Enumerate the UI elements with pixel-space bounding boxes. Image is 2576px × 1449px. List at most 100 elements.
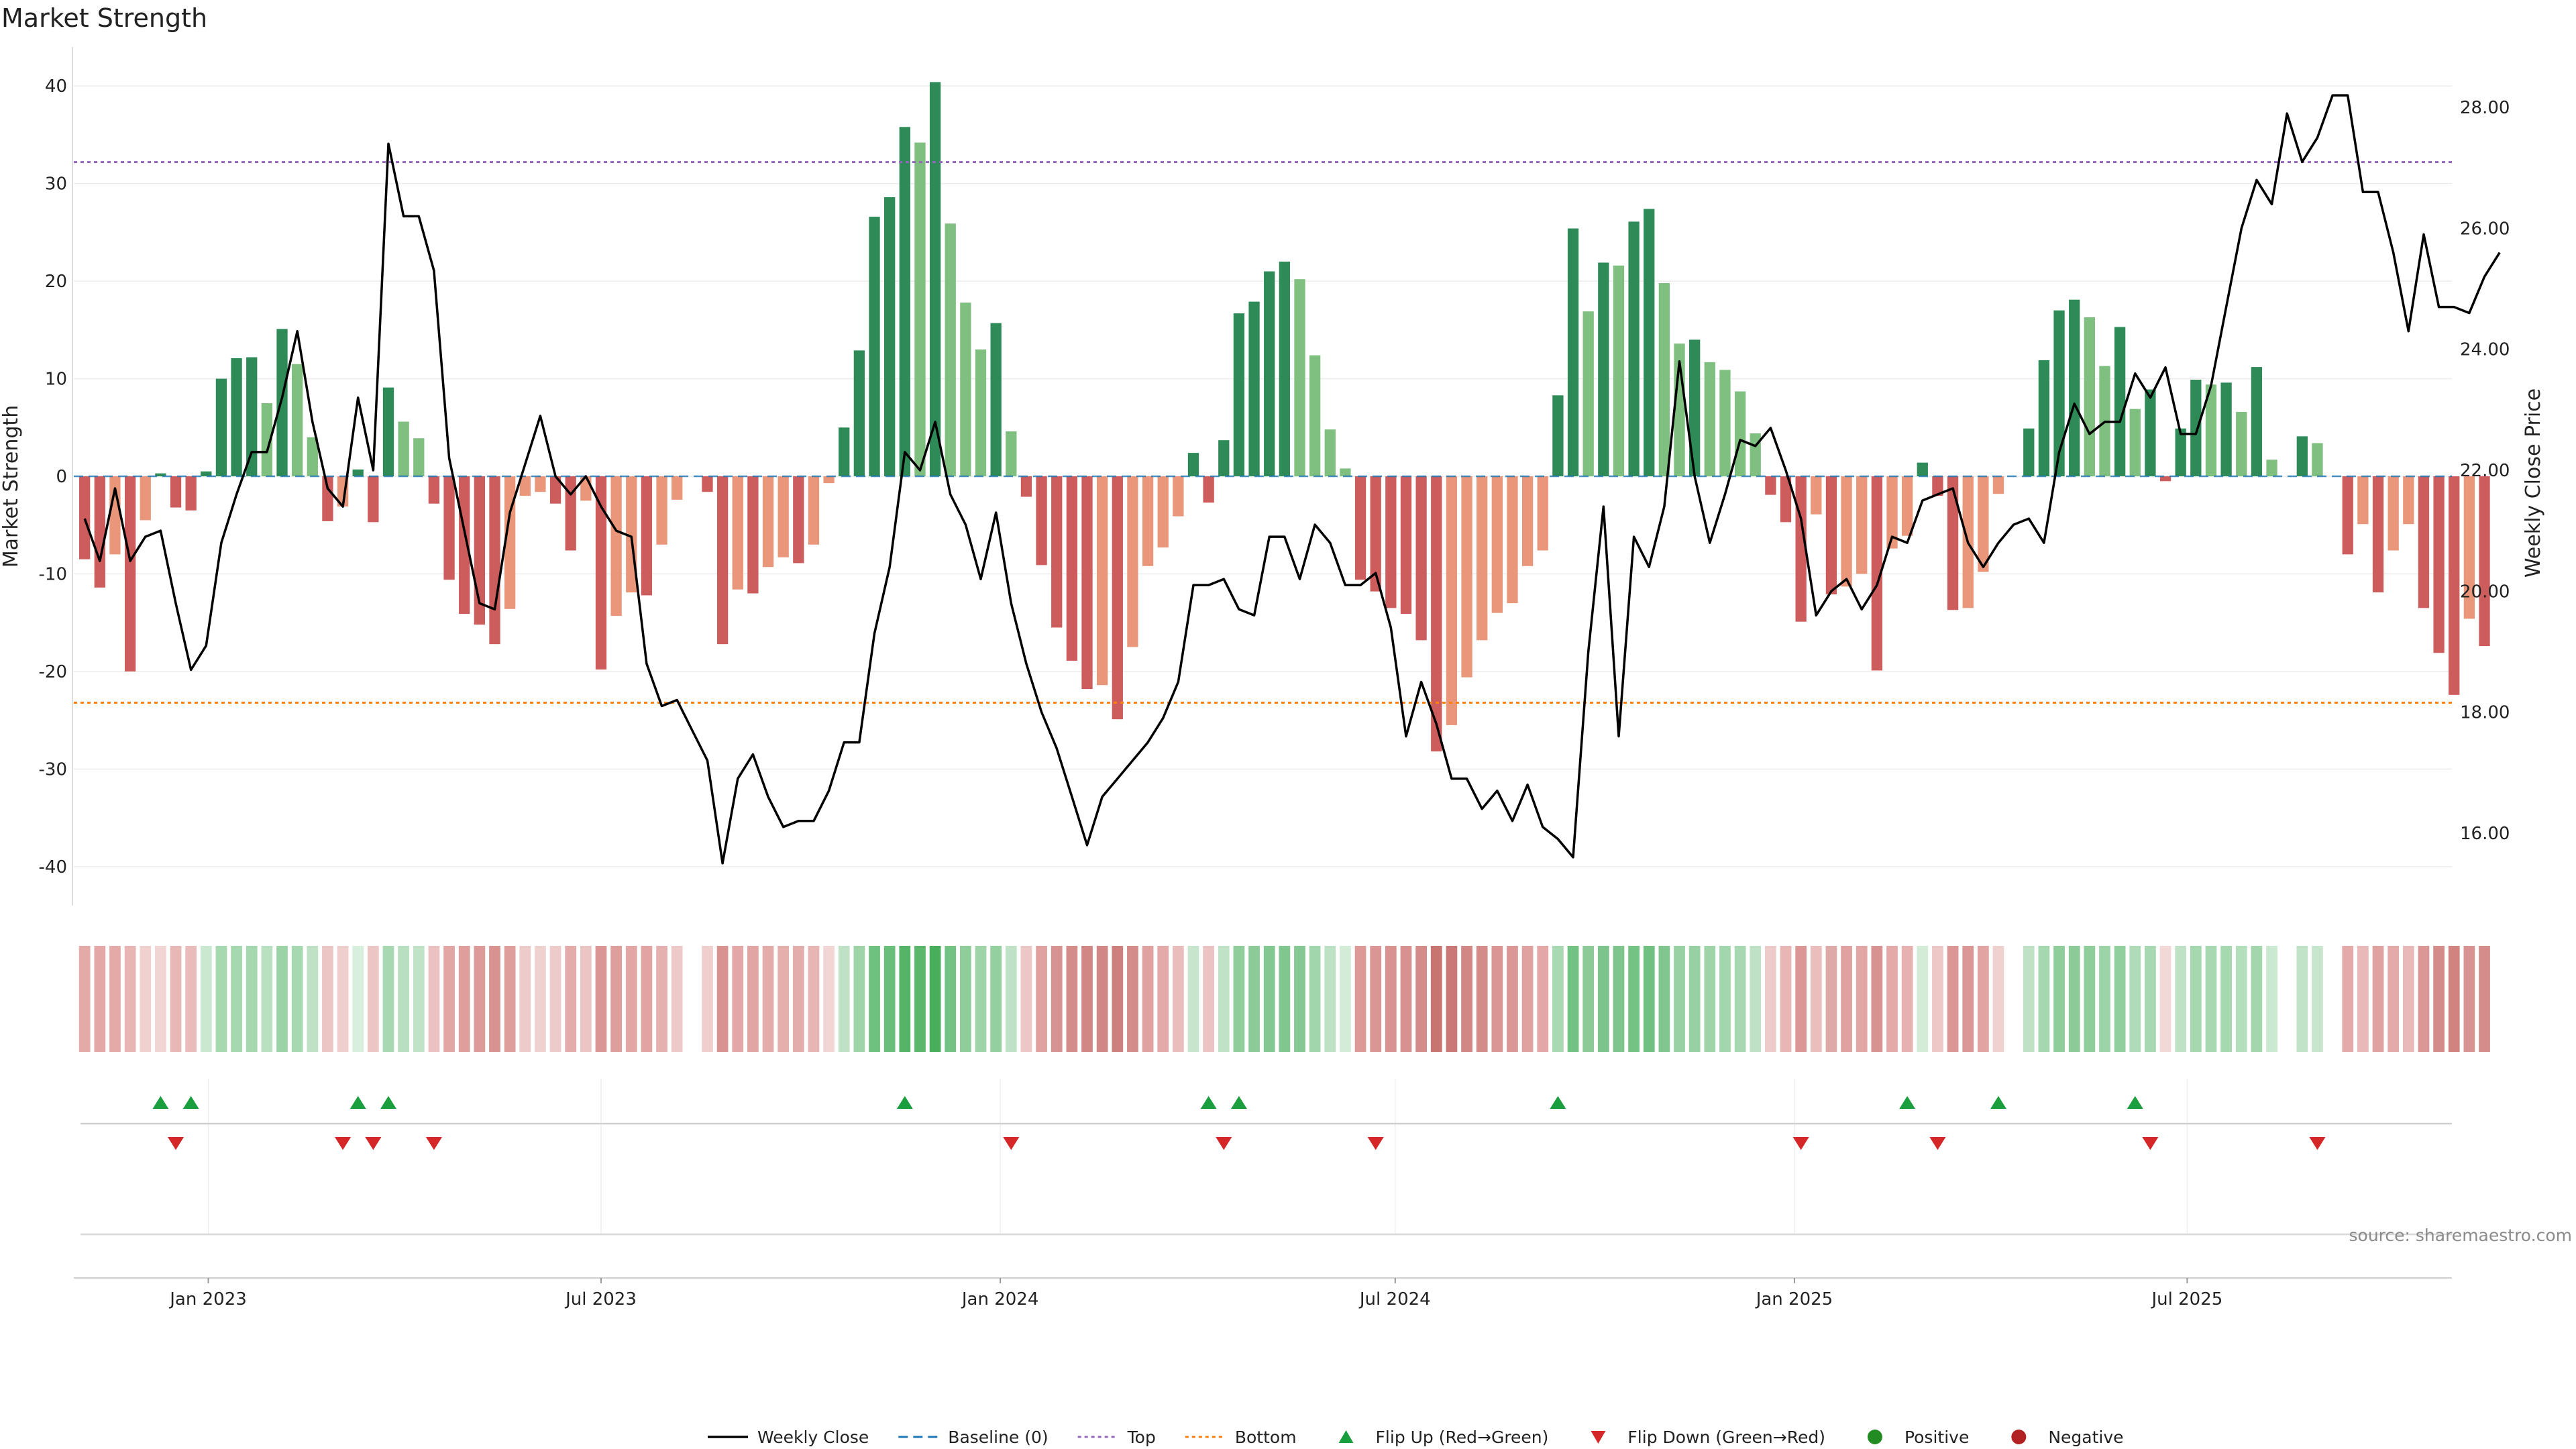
strength-bar: [1400, 476, 1412, 614]
strip-cell: [2008, 946, 2020, 1052]
strength-bar: [1385, 476, 1397, 608]
strip-cell: [185, 946, 197, 1052]
strength-bar: [1248, 301, 1260, 476]
strip-cell: [2220, 946, 2232, 1052]
strength-bar: [1917, 462, 1928, 476]
strip-cell: [2326, 946, 2339, 1052]
strip-cell: [1613, 946, 1625, 1052]
strip-cell: [2402, 946, 2414, 1052]
strength-bar: [1142, 476, 1154, 566]
strength-bar: [1628, 221, 1640, 476]
strength-bar: [793, 476, 804, 564]
strip-cell: [2372, 946, 2384, 1052]
strip-cell: [975, 946, 987, 1052]
strip-cell: [504, 946, 516, 1052]
strip-cell: [625, 946, 637, 1052]
strip-cell: [1750, 946, 1762, 1052]
legend-item-positive: Positive: [1867, 1428, 1969, 1447]
chart-title: Market Strength: [1, 3, 207, 33]
strip-cell: [1734, 946, 1746, 1052]
strength-bar: [884, 197, 896, 476]
strength-bar: [595, 476, 607, 669]
strip-cell: [716, 946, 729, 1052]
strip-cell: [276, 946, 288, 1052]
strength-bar: [443, 476, 455, 580]
strip-cell: [1279, 946, 1291, 1052]
strength-bar: [124, 476, 136, 672]
strip-cell: [2114, 946, 2126, 1052]
strip-cell: [1430, 946, 1442, 1052]
strip-cell: [2023, 946, 2035, 1052]
strip-cell: [382, 946, 394, 1052]
strength-bar: [808, 476, 820, 545]
strip-cell: [1248, 946, 1260, 1052]
strip-cell: [959, 946, 971, 1052]
strength-bar: [565, 476, 576, 551]
strip-cell: [1415, 946, 1427, 1052]
strip-cell: [732, 946, 744, 1052]
strength-bar: [610, 476, 622, 616]
strength-bars: [79, 82, 2490, 752]
strength-bar: [1036, 476, 1047, 566]
strength-bar: [1582, 311, 1594, 476]
strip-cell: [170, 946, 182, 1052]
legend-item-flip-down: Flip Down (Green→Red): [1591, 1428, 1825, 1447]
strip-cell: [1203, 946, 1215, 1052]
strength-bar: [1521, 476, 1534, 566]
strength-bar: [990, 323, 1002, 476]
strength-bar: [94, 476, 105, 588]
flip-up-marker: [1990, 1095, 2006, 1109]
flip-up-marker: [350, 1095, 366, 1109]
y-tick-label-right: 24.00: [2460, 340, 2510, 360]
legend-label-bottom: Bottom: [1235, 1428, 1297, 1447]
strip-cell: [535, 946, 546, 1052]
strip-cell: [109, 946, 121, 1052]
strength-bar: [2069, 299, 2080, 476]
strength-bar: [1066, 476, 1078, 661]
strength-bar: [716, 476, 729, 645]
strip-cell: [2479, 946, 2490, 1052]
strip-cell: [1764, 946, 1776, 1052]
strip-cell: [671, 946, 683, 1052]
strength-bar: [1841, 476, 1852, 587]
strength-bar: [79, 476, 91, 559]
legend-item-top: Top: [1077, 1428, 1156, 1447]
strip-cell: [78, 946, 91, 1052]
strip-cell: [2129, 946, 2141, 1052]
x-tick-label: Jul 2025: [2150, 1289, 2222, 1309]
strip-cell: [762, 946, 774, 1052]
strip-cell: [914, 946, 926, 1052]
strip-cell: [945, 946, 957, 1052]
strip-cell: [1704, 946, 1716, 1052]
strength-bar: [535, 476, 546, 492]
flip-up-marker: [380, 1095, 397, 1109]
strength-bar: [1477, 476, 1488, 641]
strip-cell: [2312, 946, 2323, 1052]
flip-up-marker: [152, 1095, 169, 1109]
flip-up-marker: [1899, 1095, 1916, 1109]
strip-cell: [1096, 946, 1108, 1052]
strip-cell: [1005, 946, 1017, 1052]
strength-bar: [2433, 476, 2445, 653]
strength-bar: [929, 82, 941, 476]
strength-bar: [777, 476, 789, 557]
strip-cell: [398, 946, 410, 1052]
strip-cell: [231, 946, 242, 1052]
strip-cell: [1354, 946, 1366, 1052]
strength-bar: [747, 476, 759, 594]
strip-cell: [428, 946, 440, 1052]
strength-bar: [1886, 476, 1898, 549]
flip-down-marker: [1929, 1137, 1946, 1150]
strip-cell: [215, 946, 227, 1052]
strength-bar: [1552, 395, 1564, 476]
x-axis: Jan 2023 Jul 2023 Jan 2024 Jul 2024 Jan 2025…: [74, 1277, 2452, 1309]
strength-bar: [215, 378, 227, 476]
strength-bar: [702, 476, 713, 492]
strip-cell: [686, 946, 698, 1052]
strength-bar: [1704, 362, 1715, 476]
strength-bar: [1901, 476, 1913, 536]
strength-bar: [368, 476, 379, 523]
legend-swatch-flip-down: [1591, 1431, 1606, 1444]
strip-cell: [2175, 946, 2187, 1052]
strip-cell: [2266, 946, 2277, 1052]
